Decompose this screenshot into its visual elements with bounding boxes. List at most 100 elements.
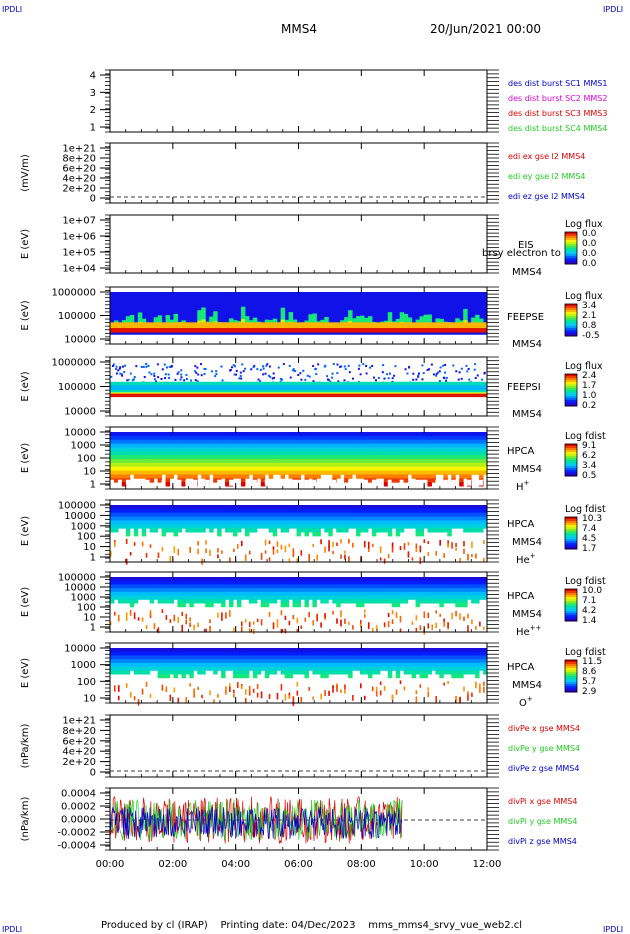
spectrogram-cell xyxy=(225,528,230,533)
spectrogram-cell xyxy=(157,599,163,604)
spectrogram-cell xyxy=(236,470,242,475)
spectrogram-cell xyxy=(201,655,206,660)
spectrogram-cell xyxy=(252,662,258,668)
spectrogram-cell xyxy=(229,528,234,533)
spectrogram-cell xyxy=(451,520,456,525)
spectrogram-cell xyxy=(383,520,389,525)
spectrogram-cell xyxy=(459,470,464,475)
spectrogram-cell xyxy=(169,651,174,656)
spectrogram-cell xyxy=(240,451,246,456)
spectrogram-gap xyxy=(185,479,190,489)
spectrogram-speckle xyxy=(455,542,457,548)
spectrogram-cell xyxy=(165,432,171,437)
spectrogram-dot xyxy=(308,375,311,378)
spectrogram-cell xyxy=(328,462,333,468)
spectrogram-cell xyxy=(475,516,480,521)
spectrogram-cell xyxy=(209,459,214,464)
spectrogram-cell xyxy=(367,580,373,585)
spectrogram-cell xyxy=(288,674,294,679)
spectrogram-cell xyxy=(336,474,341,479)
spectrogram-cell xyxy=(189,459,194,464)
spectrogram-cell xyxy=(284,584,290,589)
spectrogram-cell xyxy=(193,474,198,479)
spectrogram-cell xyxy=(284,528,290,533)
spectrogram-cell xyxy=(344,584,349,589)
spectrogram-cell xyxy=(356,508,361,514)
spectrogram-cell xyxy=(467,659,472,664)
spectrogram-cell xyxy=(129,451,135,456)
spectrogram-speckle xyxy=(451,542,453,549)
spectrogram-dot xyxy=(383,377,386,380)
spectrogram-cell xyxy=(272,516,278,521)
spectrogram-cell xyxy=(141,580,147,585)
spectrogram-cell xyxy=(312,595,317,600)
spectrogram-cell xyxy=(217,505,222,510)
spectrogram-cell xyxy=(427,670,432,675)
spectrogram-cell xyxy=(292,520,298,525)
spectrogram-cell xyxy=(244,528,250,533)
y-tick-label: 100 xyxy=(77,603,96,614)
spectrogram-cell xyxy=(439,470,444,475)
spectrogram-cell xyxy=(435,455,440,460)
spectrogram-cell xyxy=(435,670,440,675)
spectrogram-cell xyxy=(221,459,226,464)
spectrogram-cell xyxy=(395,599,401,604)
spectrogram-cell xyxy=(435,659,440,664)
spectrogram-speckle xyxy=(260,619,263,626)
spectrogram-cell xyxy=(193,435,198,441)
spectrogram-dot xyxy=(282,363,285,366)
spectrogram-dot xyxy=(439,366,442,369)
spectrogram-cell xyxy=(173,651,178,656)
spectrogram-cell xyxy=(185,451,190,456)
spectrogram-cell xyxy=(379,580,385,585)
spectrogram-cell xyxy=(435,588,440,593)
colorbar-step xyxy=(565,617,577,620)
spectrogram-cell xyxy=(423,670,428,675)
spectrogram-cell xyxy=(479,577,484,582)
spectrogram-dot xyxy=(271,377,274,380)
spectrogram-cell xyxy=(165,462,171,468)
spectrogram-cell xyxy=(399,666,405,671)
spectrogram-cell xyxy=(316,528,321,533)
spectrogram-cell xyxy=(383,478,389,483)
spectrogram-cell xyxy=(471,655,476,660)
spectrogram-cell xyxy=(225,508,230,514)
spectrogram-gap xyxy=(248,479,253,487)
spectrogram-cell xyxy=(443,588,448,593)
spectrogram-cell xyxy=(312,651,317,656)
spectrogram-cell xyxy=(121,524,127,529)
spectrogram-cell xyxy=(415,451,421,456)
spectrogram-cell xyxy=(367,447,373,452)
spectrogram-cell xyxy=(320,670,325,675)
spectrogram-cell xyxy=(213,478,218,483)
spectrogram-cell xyxy=(435,516,440,521)
spectrogram-cell xyxy=(475,508,480,514)
spectrogram-cell xyxy=(360,595,365,600)
spectrogram-cell xyxy=(399,459,405,464)
spectrogram-cell xyxy=(137,447,143,452)
spectrogram-cell xyxy=(324,599,329,604)
spectrogram-cell xyxy=(479,505,484,510)
colorbar-step xyxy=(565,464,577,467)
spectrogram-cell xyxy=(375,659,381,664)
spectrogram-cell xyxy=(141,651,147,656)
spectrogram-cell xyxy=(252,595,258,600)
y-tick-label: 10 xyxy=(83,542,96,553)
spectrogram-cell xyxy=(288,648,294,653)
spectrogram-cell xyxy=(133,670,139,675)
spectrogram-cell xyxy=(332,474,337,479)
spectrogram-cell xyxy=(443,505,448,510)
spectrogram-cell xyxy=(340,512,345,518)
legend-entry: divPe y gse MMS4 xyxy=(508,744,580,753)
spectrogram-speckle xyxy=(229,557,231,563)
spectrogram-speckle xyxy=(471,619,473,625)
spectrogram-cell xyxy=(403,451,409,456)
spectrogram-cell xyxy=(110,466,115,472)
spectrogram-cell xyxy=(201,524,206,529)
spectrogram-cell xyxy=(248,443,254,448)
spectrogram-cell xyxy=(157,524,163,529)
spectrogram-cell xyxy=(197,451,202,456)
spectrogram-cell xyxy=(173,524,178,529)
spectrogram-cell xyxy=(356,659,361,664)
spectrogram-dot xyxy=(131,379,134,382)
